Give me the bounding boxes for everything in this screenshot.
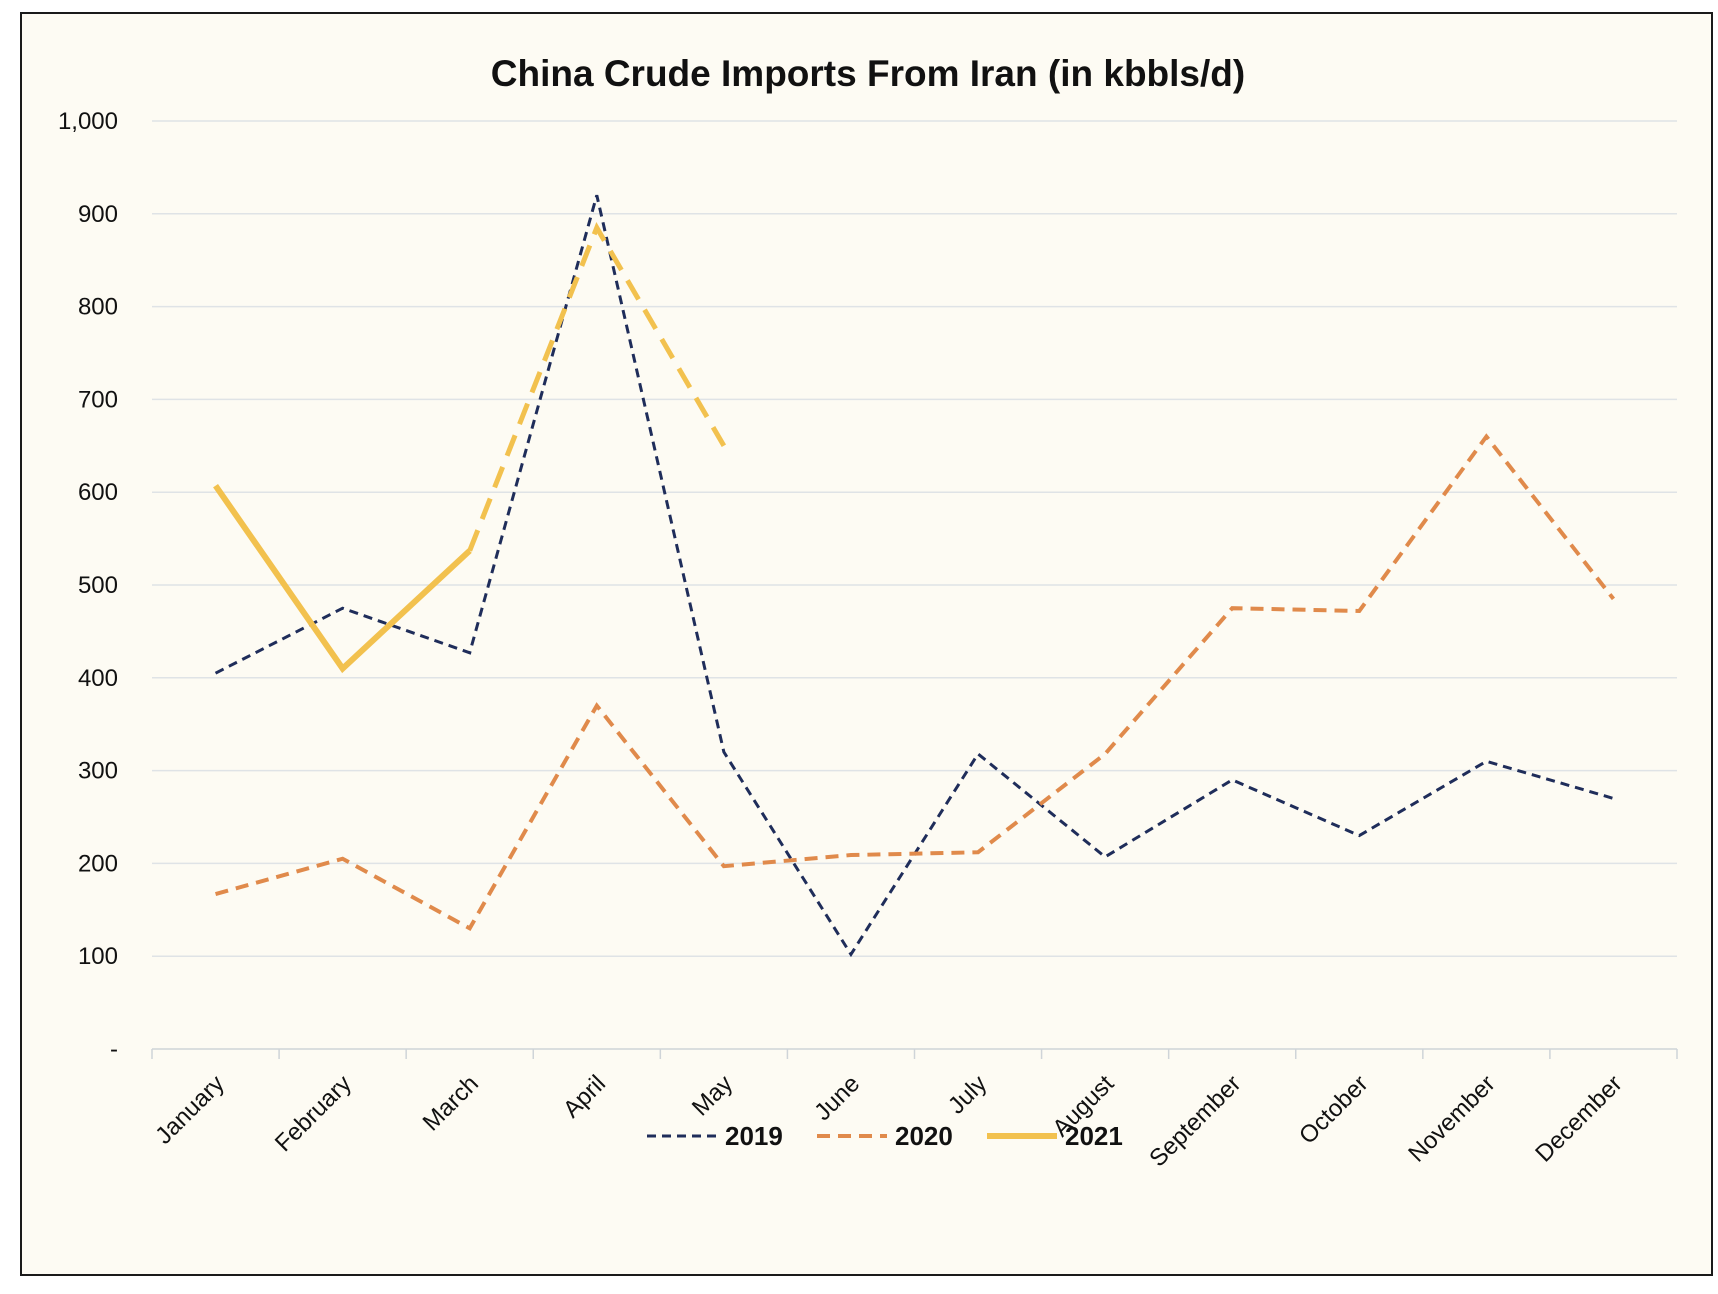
x-tick-label: May xyxy=(687,1070,738,1121)
y-tick-label: 600 xyxy=(78,479,118,506)
y-tick-label: 700 xyxy=(78,386,118,413)
y-tick-label: - xyxy=(110,1036,118,1063)
chart-title: China Crude Imports From Iran (in kbbls/… xyxy=(491,53,1245,94)
gridlines xyxy=(152,120,1677,957)
x-tick-label: October xyxy=(1294,1070,1373,1149)
x-tick-label: March xyxy=(418,1070,484,1136)
y-tick-label: 300 xyxy=(78,758,118,785)
x-tick-label: June xyxy=(809,1070,865,1126)
y-tick-label: 800 xyxy=(78,294,118,321)
x-tick-label: April xyxy=(558,1070,611,1123)
y-tick-label: 1,000 xyxy=(58,108,118,135)
chart-frame: China Crude Imports From Iran (in kbbls/… xyxy=(20,12,1713,1276)
x-tick-label: December xyxy=(1530,1070,1627,1167)
series-line-2020 xyxy=(215,433,1616,932)
legend-label-2021: 2021 xyxy=(1065,1121,1123,1151)
x-tick-label: July xyxy=(943,1070,992,1119)
x-axis-tick-labels: January February March April May June July Augu… xyxy=(150,1070,1627,1172)
legend-label-2020: 2020 xyxy=(895,1121,953,1151)
legend: 2019 2020 2021 xyxy=(647,1121,1123,1151)
line-chart: China Crude Imports From Iran (in kbbls/… xyxy=(58,53,1678,1172)
y-tick-label: 200 xyxy=(78,850,118,877)
legend-label-2019: 2019 xyxy=(725,1121,783,1151)
y-tick-label: 100 xyxy=(78,943,118,970)
x-tick-label: November xyxy=(1403,1070,1500,1167)
series-line-2021 xyxy=(467,222,727,552)
x-axis xyxy=(151,1048,1678,1059)
y-tick-label: 400 xyxy=(78,665,118,692)
x-tick-label: February xyxy=(270,1070,357,1157)
y-tick-label: 500 xyxy=(78,572,118,599)
series-lines xyxy=(213,194,1616,958)
x-tick-label: September xyxy=(1144,1070,1246,1172)
series-line-2021 xyxy=(213,483,472,674)
y-axis-tick-labels: - 100 200 300 400 500 600 700 800 900 1,000 xyxy=(58,108,118,1063)
series-line-2019 xyxy=(214,194,1614,958)
x-tick-label: January xyxy=(150,1070,229,1149)
y-tick-label: 900 xyxy=(78,201,118,228)
